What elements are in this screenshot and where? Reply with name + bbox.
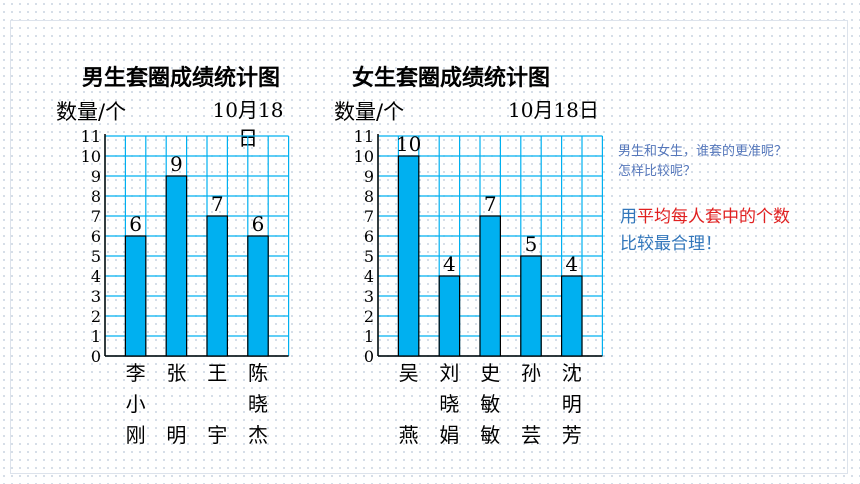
y-tick-label: 2 [364, 307, 374, 326]
y-tick-label: 4 [91, 267, 101, 286]
y-tick-label: 5 [364, 247, 374, 266]
y-tick-label: 10 [354, 147, 374, 166]
y-tick-label: 9 [364, 167, 374, 186]
chart-date-boys: 10月18日 [212, 98, 284, 150]
bar [520, 255, 542, 357]
y-tick-label: 3 [91, 287, 101, 306]
bar [479, 215, 501, 357]
y-tick-label: 11 [81, 127, 101, 146]
y-tick-label: 8 [364, 187, 374, 206]
question-note: 男生和女生，谁套的更准呢？ 怎样比较呢？ [618, 142, 787, 182]
data-label: 9 [170, 152, 183, 176]
y-tick-label: 7 [91, 207, 101, 226]
bar [247, 235, 269, 357]
bar [560, 275, 583, 357]
y-tick-label: 9 [91, 167, 101, 186]
category-label: 张明 [166, 361, 186, 447]
data-label: 10 [396, 132, 421, 156]
y-tick-label: 0 [91, 347, 101, 366]
slide-frame [10, 20, 848, 474]
y-tick-label: 6 [91, 227, 101, 246]
chart-title-boys: 男生套圈成绩统计图 [82, 66, 281, 91]
data-label: 5 [525, 232, 538, 256]
answer-line-1: 用平均每人套中的个数 [620, 204, 790, 231]
category-label: 陈晓杰 [248, 361, 268, 447]
chart-title-girls: 女生套圈成绩统计图 [352, 66, 551, 91]
bar [124, 235, 147, 357]
bar [397, 155, 420, 357]
y-tick-label: 7 [364, 207, 374, 226]
y-tick-label: 4 [364, 267, 374, 286]
category-label: 孙芸 [521, 361, 541, 447]
y-tick-label: 11 [354, 127, 374, 146]
bar [438, 275, 461, 357]
y-tick-label: 1 [364, 327, 374, 346]
category-label: 王宇 [207, 361, 227, 447]
category-label: 沈明芳 [562, 361, 582, 447]
data-label: 4 [443, 252, 456, 276]
answer-highlight: 平均每人套中的个数 [637, 207, 790, 227]
data-label: 7 [211, 192, 224, 216]
category-label: 吴燕 [399, 361, 419, 447]
data-label: 6 [129, 212, 142, 236]
y-tick-label: 10 [81, 147, 101, 166]
data-label: 7 [484, 192, 497, 216]
data-label: 4 [565, 252, 578, 276]
data-label: 6 [252, 212, 265, 236]
chart-date-girls: 10月18日 [508, 98, 599, 122]
y-tick-label: 6 [364, 227, 374, 246]
y-axis-label-boys: 数量/个 [56, 100, 127, 124]
y-tick-label: 3 [364, 287, 374, 306]
category-label: 李小刚 [126, 361, 146, 447]
category-label: 刘晓娟 [439, 361, 459, 447]
y-tick-label: 0 [364, 347, 374, 366]
bar [206, 215, 228, 357]
answer-line-2: 比较最合理！ [620, 234, 722, 254]
y-tick-label: 2 [91, 307, 101, 326]
answer-note: 用平均每人套中的个数 比较最合理！ [620, 204, 790, 258]
bar [165, 175, 188, 357]
question-line-2: 怎样比较呢？ [618, 164, 697, 179]
y-axis-label-girls: 数量/个 [334, 100, 405, 124]
y-tick-label: 1 [91, 327, 101, 346]
answer-prefix: 用 [620, 207, 637, 227]
category-label: 史敏敏 [480, 361, 500, 447]
y-tick-label: 8 [91, 187, 101, 206]
y-tick-label: 5 [91, 247, 101, 266]
question-line-1: 男生和女生，谁套的更准呢？ [618, 144, 788, 159]
